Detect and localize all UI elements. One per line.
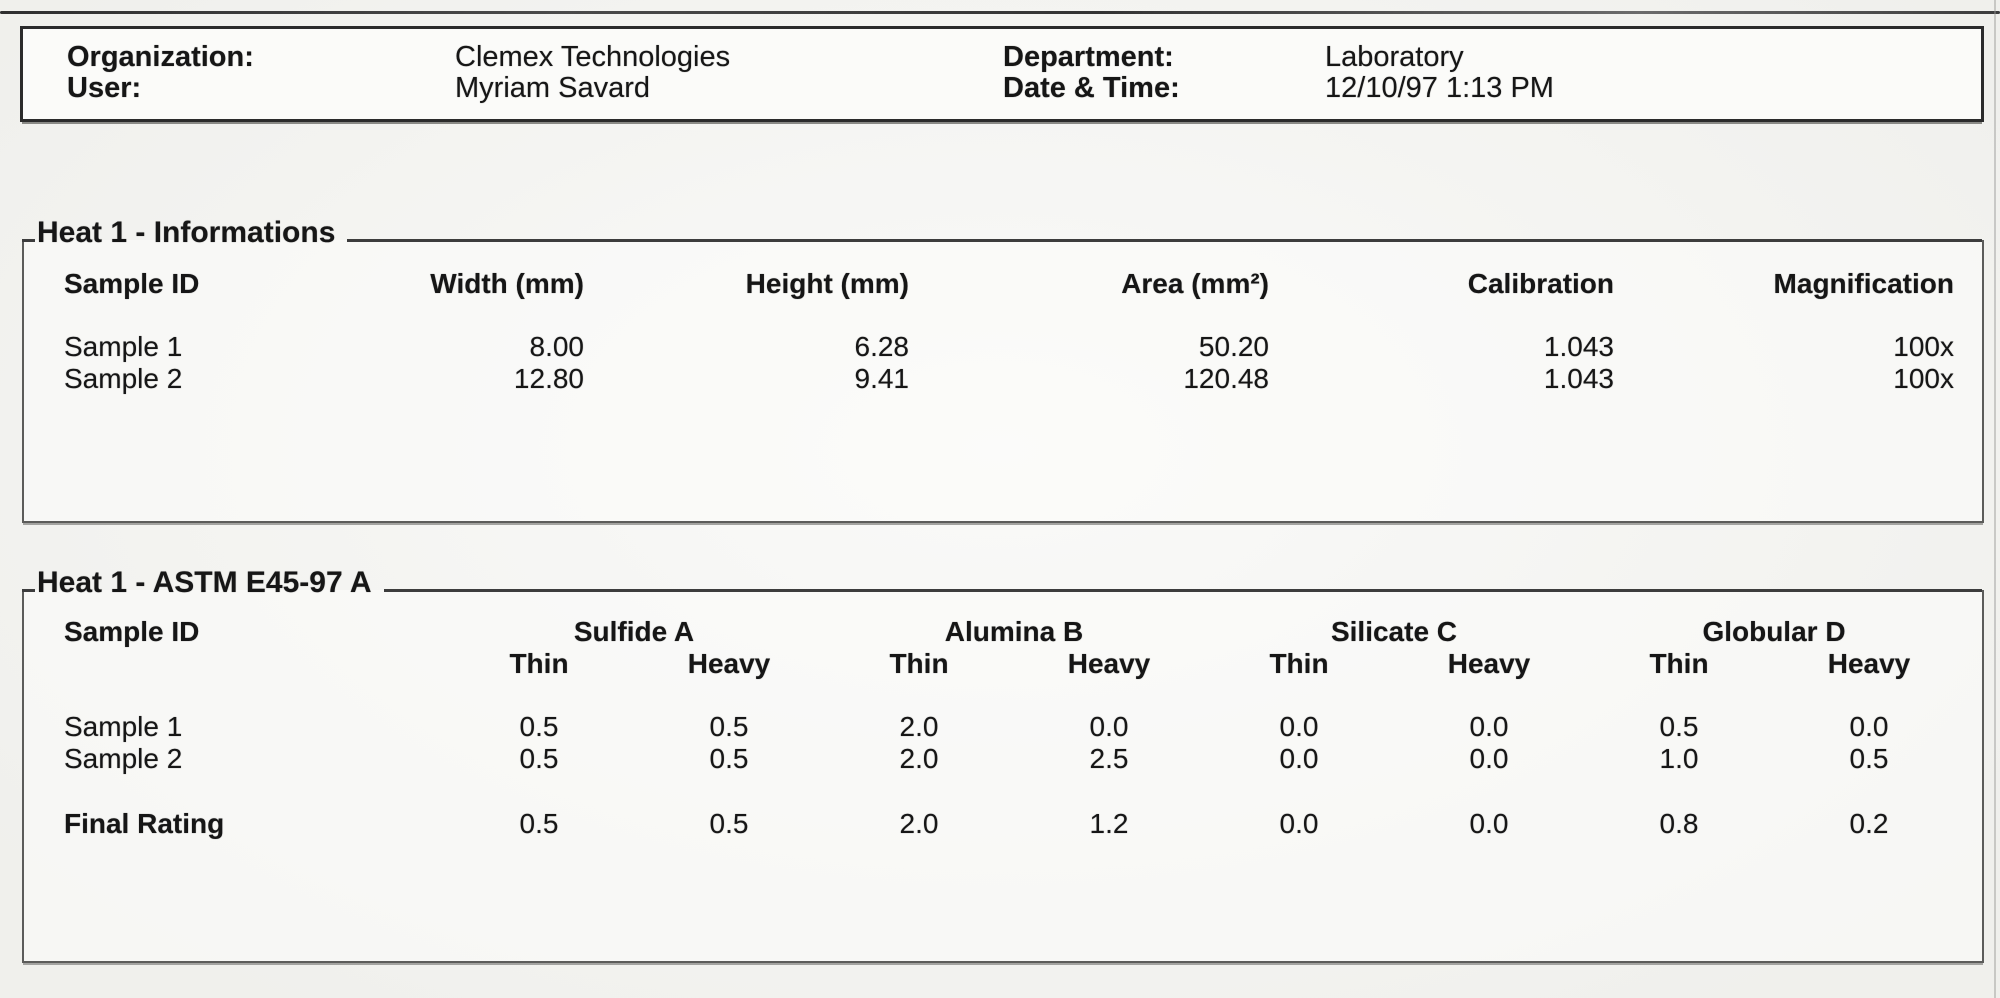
- report-header-box: Organization: Clemex Technologies Depart…: [20, 26, 1984, 122]
- user-label: User:: [67, 72, 142, 104]
- cell-width: 12.80: [513, 363, 584, 394]
- cell-calibration: 1.043: [1543, 363, 1614, 394]
- cell-alumina-heavy: 1.2: [1089, 808, 1129, 839]
- empty-cell: [24, 648, 444, 680]
- groupbox-header: Heat 1 - ASTM E45-97 A: [22, 566, 1982, 599]
- cell-alumina-thin: 2.0: [899, 711, 939, 742]
- spacer-row: [24, 300, 1954, 331]
- astm-table: Sample ID Sulfide A Alumina B Silicate C…: [24, 614, 1964, 842]
- table-row-sample-2: Sample 2 12.80 9.41 120.48 1.043 100x: [24, 363, 1954, 395]
- cell-area: 50.20: [1198, 331, 1269, 362]
- section-heat1-astm: Heat 1 - ASTM E45-97 A Sample ID Sulfide…: [22, 566, 1984, 963]
- cell-sulfide-heavy: 0.5: [709, 808, 749, 839]
- cell-sample-id: Sample 2: [64, 743, 183, 774]
- spacer-row: [24, 680, 1964, 711]
- cell-silicate-heavy: 0.0: [1469, 711, 1509, 742]
- report-header-grid: Organization: Clemex Technologies Depart…: [23, 29, 1981, 104]
- groupbox-border-dash: [22, 588, 35, 592]
- groupbox-border-rule: [383, 588, 1982, 592]
- cell-silicate-heavy: 0.0: [1469, 808, 1509, 839]
- groupbox-header: Heat 1 - Informations: [22, 216, 1982, 249]
- organization-value: Clemex Technologies: [455, 41, 731, 73]
- column-header-sample-id: Sample ID: [64, 268, 200, 299]
- subheader-thin: Thin: [1649, 648, 1709, 679]
- cell-silicate-thin: 0.0: [1279, 711, 1319, 742]
- cell-calibration: 1.043: [1543, 331, 1614, 362]
- subheader-heavy: Heavy: [687, 648, 771, 679]
- department-label: Department:: [1003, 41, 1174, 73]
- column-header-sample-id: Sample ID: [64, 616, 200, 647]
- cell-globular-thin: 0.8: [1659, 808, 1699, 839]
- cell-height: 9.41: [854, 363, 910, 394]
- column-header-magnification: Magnification: [1773, 268, 1954, 299]
- spacer-row: [24, 775, 1964, 806]
- informations-table: Sample ID Width (mm) Height (mm) Area (m…: [24, 262, 1954, 395]
- cell-globular-heavy: 0.0: [1849, 711, 1889, 742]
- group-header-sulfide-a: Sulfide A: [573, 616, 695, 647]
- cell-width: 8.00: [529, 331, 585, 362]
- department-value: Laboratory: [1325, 41, 1464, 73]
- cell-sulfide-heavy: 0.5: [709, 711, 749, 742]
- cell-globular-heavy: 0.2: [1849, 808, 1889, 839]
- cell-globular-heavy: 0.5: [1849, 743, 1889, 774]
- cell-alumina-heavy: 2.5: [1089, 743, 1129, 774]
- table-row-sample-1: Sample 1 8.00 6.28 50.20 1.043 100x: [24, 331, 1954, 363]
- organization-label: Organization:: [67, 41, 254, 73]
- subheader-heavy: Heavy: [1447, 648, 1531, 679]
- cell-globular-thin: 1.0: [1659, 743, 1699, 774]
- astm-subheader-row: Thin Heavy Thin Heavy Thin Heavy Thin He…: [24, 648, 1964, 680]
- subheader-thin: Thin: [509, 648, 569, 679]
- cell-alumina-thin: 2.0: [899, 808, 939, 839]
- group-header-alumina-b: Alumina B: [944, 616, 1084, 647]
- cell-silicate-heavy: 0.0: [1469, 743, 1509, 774]
- section-title-astm: Heat 1 - ASTM E45-97 A: [37, 566, 372, 599]
- final-rating-label: Final Rating: [64, 808, 225, 839]
- subheader-heavy: Heavy: [1827, 648, 1911, 679]
- cell-alumina-heavy: 0.0: [1089, 711, 1129, 742]
- datetime-value: 12/10/97 1:13 PM: [1325, 72, 1554, 104]
- cell-height: 6.28: [854, 331, 910, 362]
- groupbox-border-dash: [22, 238, 35, 242]
- table-row-sample-1: Sample 1 0.5 0.5 2.0 0.0 0.0 0.0 0.5 0.0: [24, 711, 1964, 743]
- column-header-height: Height (mm): [745, 268, 909, 299]
- cell-sample-id: Sample 1: [64, 331, 183, 362]
- subheader-heavy: Heavy: [1067, 648, 1151, 679]
- subheader-thin: Thin: [889, 648, 949, 679]
- cell-sulfide-heavy: 0.5: [709, 743, 749, 774]
- cell-sulfide-thin: 0.5: [519, 808, 559, 839]
- column-header-width: Width (mm): [430, 268, 584, 299]
- cell-sulfide-thin: 0.5: [519, 743, 559, 774]
- user-value: Myriam Savard: [455, 72, 650, 104]
- table-row-sample-2: Sample 2 0.5 0.5 2.0 2.5 0.0 0.0 1.0 0.5: [24, 743, 1964, 775]
- cell-sample-id: Sample 2: [64, 363, 183, 394]
- final-rating-row: Final Rating 0.5 0.5 2.0 1.2 0.0 0.0 0.8…: [24, 806, 1964, 842]
- scan-artifact-edge: [1994, 0, 1996, 998]
- section-title-informations: Heat 1 - Informations: [37, 216, 336, 249]
- cell-alumina-thin: 2.0: [899, 743, 939, 774]
- cell-globular-thin: 0.5: [1659, 711, 1699, 742]
- cell-silicate-thin: 0.0: [1279, 743, 1319, 774]
- groupbox-border-rule: [347, 238, 1982, 242]
- informations-header-row: Sample ID Width (mm) Height (mm) Area (m…: [24, 262, 1954, 300]
- cell-magnification: 100x: [1893, 363, 1954, 394]
- group-header-globular-d: Globular D: [1702, 616, 1846, 647]
- column-header-area: Area (mm²): [1121, 268, 1269, 299]
- astm-group-header-row: Sample ID Sulfide A Alumina B Silicate C…: [24, 614, 1964, 648]
- section-heat1-informations: Heat 1 - Informations Sample ID Width (m…: [22, 216, 1984, 523]
- cell-magnification: 100x: [1893, 331, 1954, 362]
- cell-silicate-thin: 0.0: [1279, 808, 1319, 839]
- datetime-label: Date & Time:: [1003, 72, 1180, 104]
- scan-artifact-line: [0, 11, 2000, 14]
- group-header-silicate-c: Silicate C: [1330, 616, 1458, 647]
- cell-sample-id: Sample 1: [64, 711, 183, 742]
- column-header-calibration: Calibration: [1467, 268, 1614, 299]
- cell-sulfide-thin: 0.5: [519, 711, 559, 742]
- cell-area: 120.48: [1183, 363, 1269, 394]
- subheader-thin: Thin: [1269, 648, 1329, 679]
